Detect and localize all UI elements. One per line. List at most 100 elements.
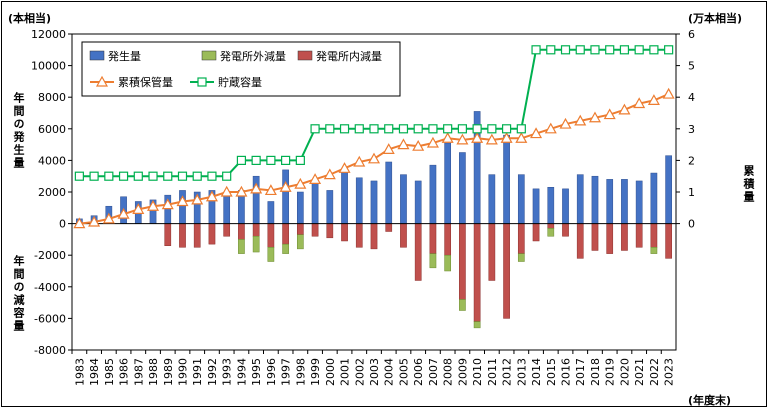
marker-cumulative-storage [117, 207, 130, 219]
bar-generation [223, 191, 231, 224]
marker-cumulative-storage [382, 143, 395, 154]
marker-cumulative-storage [441, 132, 454, 143]
marker-cumulative-storage [500, 132, 513, 143]
bar-generation [532, 188, 540, 224]
legend-marker [197, 77, 207, 87]
bar-onsite-reduction [459, 223, 466, 300]
marker-cumulative-storage [323, 168, 336, 180]
bar-onsite-reduction [341, 223, 348, 242]
x-tick-label: 2000 [324, 358, 337, 386]
marker-cumulative-storage [73, 217, 86, 229]
bar-onsite-reduction [517, 223, 525, 254]
left-tick-label: 0 [59, 218, 66, 231]
x-tick-label: 1991 [191, 358, 204, 386]
bar-onsite-reduction [547, 223, 555, 229]
x-tick-label: 2022 [648, 358, 661, 386]
left-tick-label: 8000 [38, 91, 66, 104]
bar-onsite-reduction [164, 223, 172, 246]
marker-storage-capacity [251, 155, 261, 165]
marker-storage-capacity [428, 124, 438, 134]
marker-storage-capacity [295, 155, 305, 165]
marker-cumulative-storage [309, 173, 322, 184]
bar-onsite-reduction [650, 223, 658, 248]
x-tick-label: 1997 [280, 358, 293, 386]
marker-storage-capacity [516, 124, 526, 134]
bar-generation [282, 169, 289, 224]
x-tick-label: 2016 [560, 358, 573, 386]
bar-generation [414, 180, 422, 224]
bar-offsite-reduction [650, 247, 658, 254]
marker-cumulative-storage [397, 138, 410, 150]
marker-storage-capacity [546, 45, 556, 55]
bar-onsite-reduction [267, 223, 275, 248]
bar-offsite-reduction [459, 299, 466, 311]
marker-cumulative-storage [102, 212, 115, 224]
bar-onsite-reduction [635, 223, 643, 248]
marker-storage-capacity [222, 171, 232, 181]
bar-generation [370, 180, 378, 224]
bar-onsite-reduction [179, 223, 186, 248]
marker-cumulative-storage [367, 152, 381, 164]
bar-generation [621, 179, 628, 224]
bar-onsite-reduction [223, 223, 231, 237]
bar-generation [665, 155, 672, 224]
bar-onsite-reduction [385, 223, 393, 232]
bar-onsite-reduction [503, 223, 510, 319]
marker-cumulative-storage [220, 185, 233, 197]
bar-offsite-reduction [473, 321, 481, 329]
marker-cumulative-storage [294, 177, 307, 189]
x-tick-label: 2009 [456, 358, 469, 386]
marker-cumulative-storage [456, 133, 469, 145]
x-tick-label: 2023 [663, 358, 676, 386]
bar-generation [606, 179, 614, 224]
bar-generation [547, 187, 555, 224]
marker-storage-capacity [664, 45, 674, 55]
x-tick-label: 2012 [501, 358, 514, 386]
bar-offsite-reduction [517, 253, 525, 262]
x-tick-label: 2003 [368, 358, 381, 386]
marker-storage-capacity [443, 124, 453, 134]
bar-generation [267, 201, 275, 224]
bar-onsite-reduction [355, 223, 363, 248]
x-tick-label: 1983 [73, 358, 86, 386]
marker-storage-capacity [487, 124, 497, 134]
right-tick-label: 4 [688, 91, 695, 104]
bar-onsite-reduction [444, 223, 452, 256]
marker-storage-capacity [118, 171, 129, 181]
bar-onsite-reduction [532, 223, 540, 242]
marker-cumulative-storage [264, 184, 277, 196]
legend-label: 発生量 [108, 49, 141, 63]
right-axis-label: 累積量 [742, 165, 755, 204]
marker-storage-capacity [163, 171, 173, 181]
legend-swatch [89, 50, 105, 61]
marker-cumulative-storage [88, 215, 101, 227]
marker-storage-capacity [501, 124, 512, 134]
legend-label: 貯蔵容量 [218, 75, 262, 89]
marker-storage-capacity [649, 45, 659, 55]
bar-onsite-reduction [296, 223, 304, 235]
left-tick-label: 12000 [31, 28, 66, 41]
bar-onsite-reduction [370, 223, 378, 250]
x-tick-label: 1994 [235, 358, 248, 386]
marker-cumulative-storage [250, 182, 263, 194]
marker-storage-capacity [266, 155, 276, 165]
marker-cumulative-storage [633, 97, 646, 109]
marker-cumulative-storage [471, 132, 484, 143]
bar-onsite-reduction [326, 223, 334, 239]
bar-onsite-reduction [665, 223, 672, 259]
bar-generation [355, 177, 363, 224]
marker-cumulative-storage [205, 190, 218, 202]
bar-generation [488, 174, 496, 224]
left-tick-label: 10000 [31, 60, 66, 73]
bar-onsite-reduction [311, 223, 319, 237]
bar-onsite-reduction [252, 223, 260, 237]
marker-storage-capacity [384, 124, 394, 134]
x-tick-label: 1989 [162, 358, 175, 386]
left-axis-unit: (本相当) [8, 12, 52, 25]
legend-marker [95, 75, 109, 87]
right-tick-label: 1 [688, 186, 695, 199]
bar-onsite-reduction [576, 223, 584, 259]
bar-generation [517, 174, 525, 224]
x-tick-label: 2006 [412, 358, 425, 386]
marker-storage-capacity [133, 171, 143, 181]
